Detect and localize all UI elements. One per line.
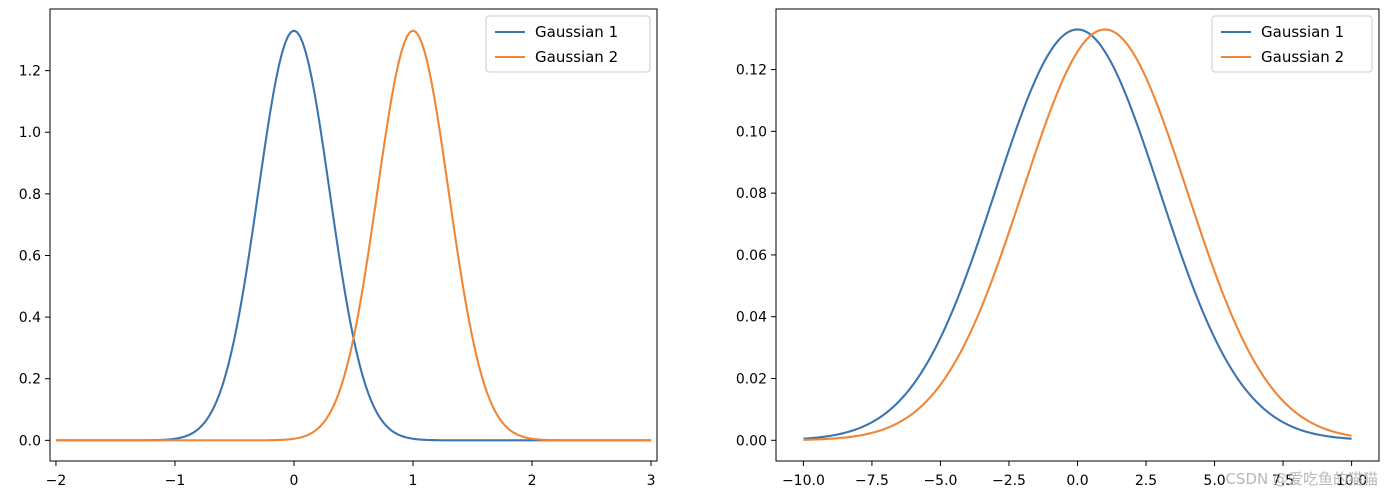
y-tick-label: 0.8	[19, 187, 41, 203]
series-lines	[55, 29, 652, 442]
y-tick-label: 0.04	[736, 310, 767, 326]
x-tick-label: −2	[46, 473, 67, 489]
legend: Gaussian 1 Gaussian 2	[485, 15, 651, 73]
y-tick-label: 1.2	[19, 64, 41, 80]
y-tick-label: 0.10	[736, 124, 767, 140]
legend-box	[1211, 15, 1373, 73]
x-tick-label: 0.0	[1066, 473, 1088, 489]
y-tick-label: 0.4	[19, 310, 41, 326]
x-tick-label: 2.5	[1135, 473, 1157, 489]
axes-frame	[49, 8, 658, 462]
x-tick-label: −7.5	[855, 473, 889, 489]
y-tick-label: 0.00	[736, 433, 767, 449]
y-tick-label: 0.08	[736, 186, 767, 202]
legend-label-1: Gaussian 1	[535, 23, 618, 41]
y-tick-label: 0.12	[736, 63, 767, 79]
y-tick-label: 0.2	[19, 372, 41, 388]
x-tick-label: 3	[647, 473, 656, 489]
watermark: CSDN @爱吃鱼的猫猫	[1225, 470, 1378, 488]
x-tick-label: 5.0	[1203, 473, 1225, 489]
x-tick-label: −1	[165, 473, 186, 489]
legend-label-1: Gaussian 1	[1261, 23, 1344, 41]
x-tick-label: −2.5	[992, 473, 1026, 489]
legend-label-2: Gaussian 2	[535, 48, 618, 66]
x-tick-label: 7.5	[1272, 473, 1294, 489]
x-tick-label: 2	[528, 473, 537, 489]
series-line-2	[55, 29, 652, 442]
series-line-1	[803, 28, 1352, 440]
y-tick-label: 0.02	[736, 372, 767, 388]
y-tick-label: 1.0	[19, 125, 41, 141]
y-tick-label: 0.0	[19, 433, 41, 449]
x-tick-label: 1	[409, 473, 418, 489]
axes-frame	[775, 8, 1380, 462]
x-tick-label: −5.0	[923, 473, 957, 489]
x-tick-label: 10.0	[1336, 473, 1367, 489]
legend-box	[485, 15, 651, 73]
legend: Gaussian 1 Gaussian 2	[1211, 15, 1373, 73]
y-tick-label: 0.6	[19, 248, 41, 264]
y-tick-label: 0.06	[736, 248, 767, 264]
series-line-1	[55, 29, 652, 442]
chart-right: −10.0 −7.5 −5.0 −2.5 0.0 2.5 5.0 7.5 10.0 0.00 0.0…	[736, 8, 1380, 489]
x-tick-label: 0	[290, 473, 299, 489]
legend-label-2: Gaussian 2	[1261, 48, 1344, 66]
x-tick-label: −10.0	[782, 473, 825, 489]
series-lines	[803, 28, 1352, 441]
series-line-2	[803, 28, 1352, 441]
